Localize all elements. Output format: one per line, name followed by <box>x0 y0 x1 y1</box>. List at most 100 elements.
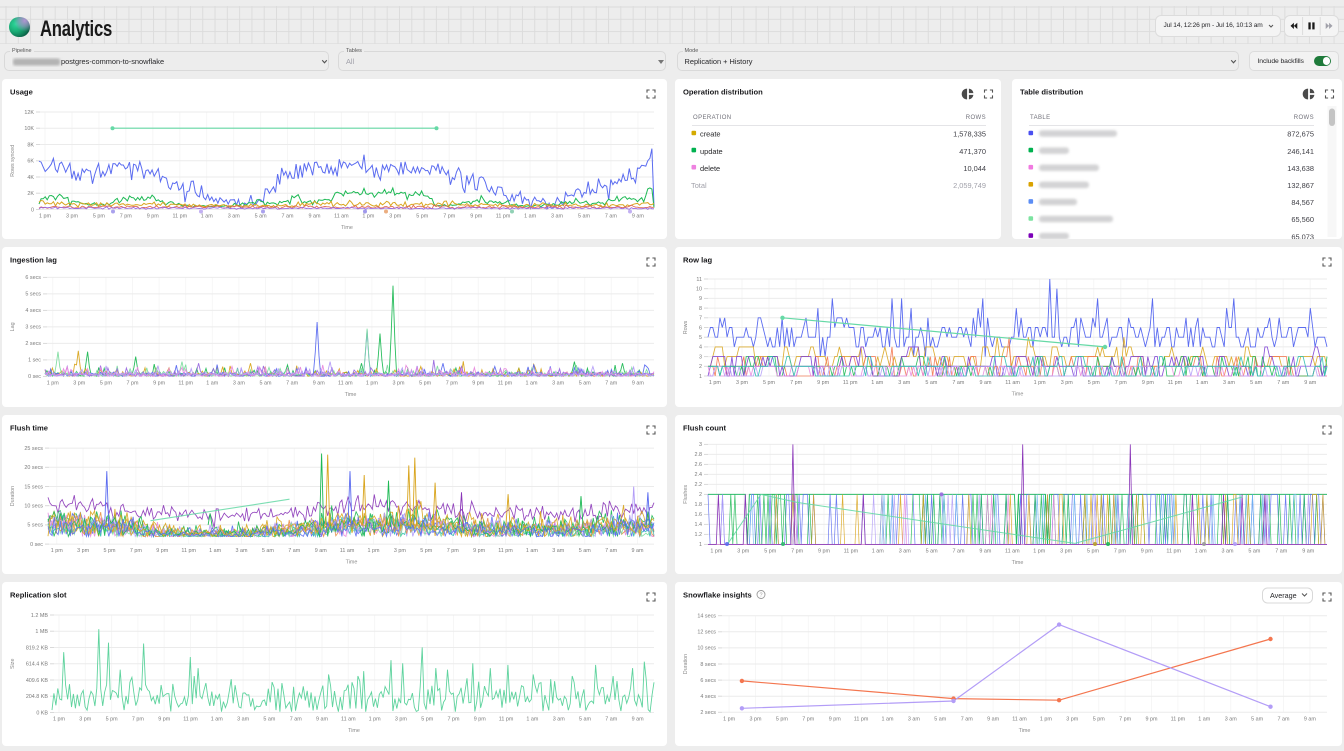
svg-text:2 secs: 2 secs <box>25 341 41 347</box>
svg-text:Usage: Usage <box>10 87 33 96</box>
svg-text:6 secs: 6 secs <box>700 678 716 684</box>
svg-text:9 am: 9 am <box>987 716 999 722</box>
svg-text:7 pm: 7 pm <box>127 380 139 386</box>
svg-text:9 am: 9 am <box>632 213 644 219</box>
svg-text:5 pm: 5 pm <box>93 213 105 219</box>
svg-text:9 pm: 9 pm <box>1140 548 1152 554</box>
svg-text:Size: Size <box>10 659 16 670</box>
svg-text:9 am: 9 am <box>632 380 644 386</box>
svg-text:10: 10 <box>696 287 702 293</box>
svg-text:TABLE: TABLE <box>1030 115 1051 121</box>
svg-text:9 am: 9 am <box>313 380 325 386</box>
svg-text:1,578,335: 1,578,335 <box>953 129 986 138</box>
svg-text:1 am: 1 am <box>1196 380 1208 386</box>
svg-text:3 secs: 3 secs <box>25 325 41 331</box>
svg-text:1 pm: 1 pm <box>53 717 65 723</box>
svg-text:5 pm: 5 pm <box>764 548 776 554</box>
svg-text:1.8: 1.8 <box>694 502 702 508</box>
svg-text:2.6: 2.6 <box>694 462 702 468</box>
svg-text:3 am: 3 am <box>237 717 249 723</box>
svg-text:0 sec: 0 sec <box>28 374 41 380</box>
svg-text:3 am: 3 am <box>552 548 564 554</box>
svg-text:Duration: Duration <box>683 654 689 674</box>
svg-text:3 am: 3 am <box>236 548 248 554</box>
svg-text:3 pm: 3 pm <box>395 717 407 723</box>
svg-text:1.2 MB: 1.2 MB <box>31 613 48 619</box>
svg-text:3 pm: 3 pm <box>394 548 406 554</box>
svg-text:3 am: 3 am <box>1221 548 1233 554</box>
svg-text:9 pm: 9 pm <box>158 717 170 723</box>
svg-text:84,567: 84,567 <box>1291 198 1314 207</box>
svg-text:5 secs: 5 secs <box>25 292 41 298</box>
svg-text:3 am: 3 am <box>551 213 563 219</box>
svg-text:7 am: 7 am <box>952 380 964 386</box>
svg-text:9 pm: 9 pm <box>470 213 482 219</box>
svg-text:5 am: 5 am <box>1251 716 1263 722</box>
svg-text:Duration: Duration <box>10 486 16 506</box>
svg-text:Time: Time <box>1018 728 1030 734</box>
svg-text:5 pm: 5 pm <box>420 548 432 554</box>
svg-text:1 pm: 1 pm <box>1039 716 1051 722</box>
svg-text:Time: Time <box>345 392 357 398</box>
svg-text:10K: 10K <box>24 126 34 132</box>
svg-text:1 am: 1 am <box>209 548 221 554</box>
svg-text:5 pm: 5 pm <box>1087 380 1099 386</box>
svg-text:15 secs: 15 secs <box>24 484 43 490</box>
svg-text:Time: Time <box>1011 392 1023 398</box>
svg-text:Flush count: Flush count <box>683 424 726 433</box>
svg-text:3 am: 3 am <box>233 380 245 386</box>
svg-text:3 pm: 3 pm <box>389 213 401 219</box>
svg-text:819.2 KB: 819.2 KB <box>26 645 49 651</box>
svg-text:5 am: 5 am <box>925 380 937 386</box>
svg-text:5 secs: 5 secs <box>27 523 43 529</box>
svg-text:Ingestion lag: Ingestion lag <box>10 256 57 265</box>
svg-text:246,141: 246,141 <box>1287 146 1314 155</box>
svg-text:3 pm: 3 pm <box>1060 380 1072 386</box>
svg-text:9 am: 9 am <box>1304 380 1316 386</box>
svg-text:Snowflake insights: Snowflake insights <box>683 591 752 600</box>
svg-text:11 pm: 11 pm <box>843 548 858 554</box>
svg-text:11 am: 11 am <box>1012 716 1027 722</box>
svg-text:8K: 8K <box>27 142 34 148</box>
svg-text:7 pm: 7 pm <box>130 548 142 554</box>
svg-text:1 am: 1 am <box>1198 716 1210 722</box>
svg-text:5 pm: 5 pm <box>763 380 775 386</box>
svg-text:4: 4 <box>699 345 702 351</box>
svg-text:5 am: 5 am <box>260 380 272 386</box>
svg-text:65,560: 65,560 <box>1291 215 1314 224</box>
svg-text:1 am: 1 am <box>871 548 883 554</box>
svg-text:11 pm: 11 pm <box>842 380 857 386</box>
svg-text:2.2: 2.2 <box>694 482 702 488</box>
svg-text:1 MB: 1 MB <box>35 629 48 635</box>
svg-text:7 pm: 7 pm <box>120 213 132 219</box>
svg-text:5 am: 5 am <box>579 717 591 723</box>
svg-text:3 am: 3 am <box>1224 716 1236 722</box>
svg-text:1 pm: 1 pm <box>708 380 720 386</box>
svg-text:5 pm: 5 pm <box>775 716 787 722</box>
svg-text:3 pm: 3 pm <box>393 380 405 386</box>
svg-text:8: 8 <box>699 306 702 312</box>
svg-text:3 pm: 3 pm <box>77 548 89 554</box>
svg-text:1 pm: 1 pm <box>710 548 722 554</box>
svg-text:9 am: 9 am <box>309 213 321 219</box>
svg-text:update: update <box>700 146 723 155</box>
svg-text:9 pm: 9 pm <box>828 716 840 722</box>
svg-text:0 KB: 0 KB <box>36 710 48 716</box>
svg-text:5: 5 <box>699 335 702 341</box>
svg-text:1 am: 1 am <box>871 380 883 386</box>
svg-text:1 pm: 1 pm <box>366 380 378 386</box>
svg-text:5 pm: 5 pm <box>100 380 112 386</box>
svg-text:614.4 KB: 614.4 KB <box>26 662 49 668</box>
svg-text:Table distribution: Table distribution <box>1020 87 1083 96</box>
svg-text:1.2: 1.2 <box>694 532 702 538</box>
svg-text:1 am: 1 am <box>526 548 538 554</box>
svg-text:11 am: 11 am <box>340 548 355 554</box>
svg-text:132,867: 132,867 <box>1287 181 1314 190</box>
svg-text:Time: Time <box>346 560 358 566</box>
svg-text:7 pm: 7 pm <box>446 380 458 386</box>
svg-text:7 pm: 7 pm <box>791 548 803 554</box>
svg-text:delete: delete <box>700 163 720 172</box>
svg-text:7 am: 7 am <box>605 548 617 554</box>
svg-text:4 secs: 4 secs <box>25 308 41 314</box>
svg-text:4K: 4K <box>27 174 34 180</box>
